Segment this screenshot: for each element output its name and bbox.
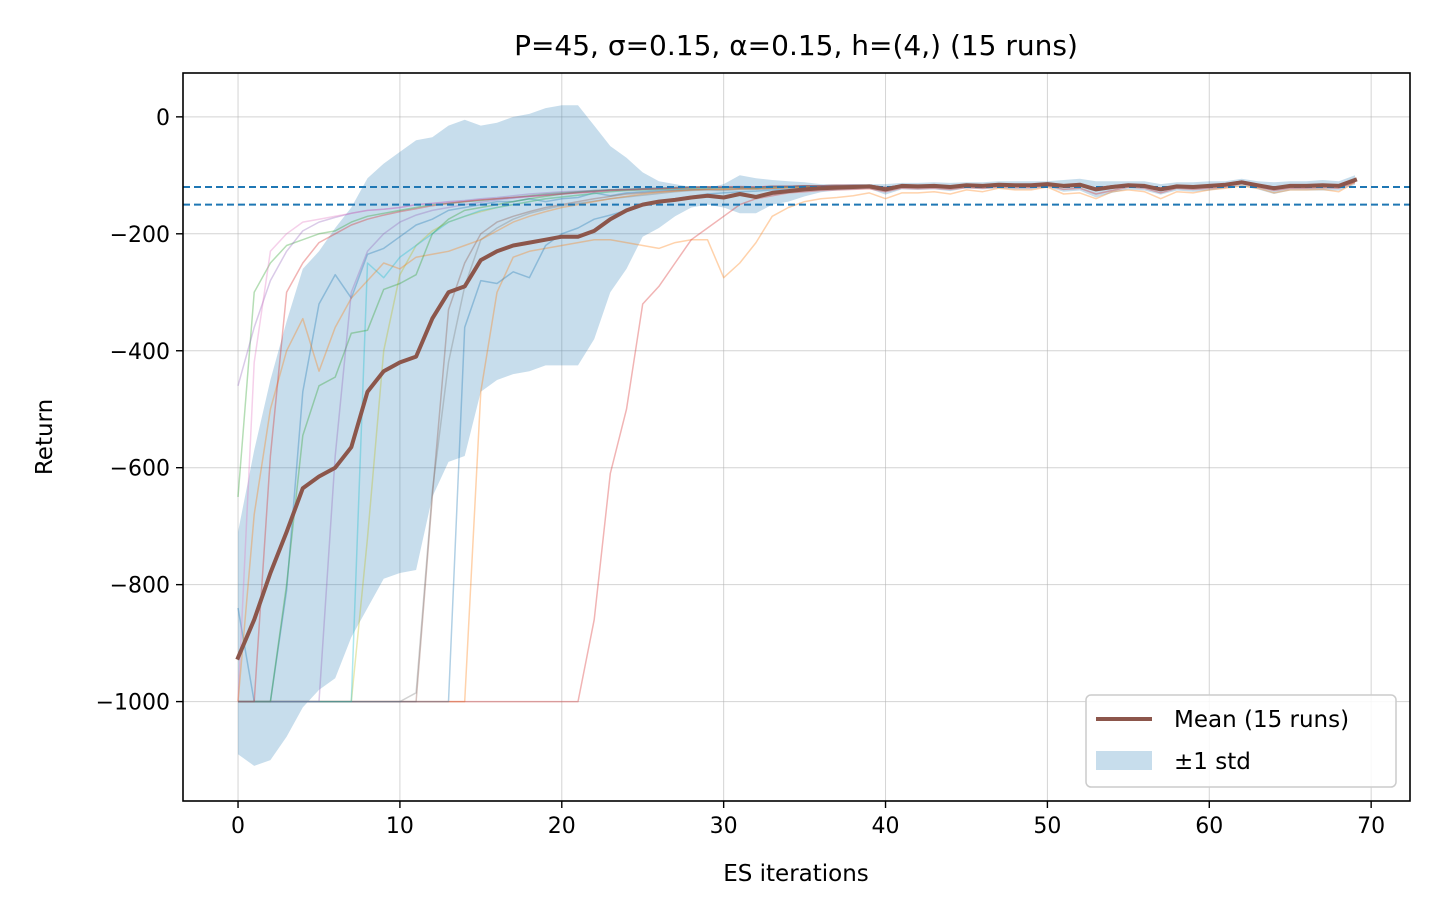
- legend: Mean (15 runs) ±1 std: [1085, 694, 1397, 788]
- y-tick-label: 0: [156, 106, 170, 131]
- legend-band-label: ±1 std: [1174, 749, 1251, 775]
- run-line: [238, 181, 1356, 703]
- y-tick-label: −400: [110, 340, 170, 365]
- grid: [183, 73, 1410, 801]
- std-band-layer: [238, 105, 1355, 766]
- x-tick-label: 30: [710, 814, 738, 839]
- legend-band-swatch: [1096, 751, 1152, 770]
- y-axis-title: Return: [32, 399, 58, 475]
- chart-title: P=45, σ=0.15, α=0.15, h=(4,) (15 runs): [514, 29, 1078, 62]
- x-axis-title: ES iterations: [723, 861, 869, 887]
- x-tick-label: 40: [872, 814, 900, 839]
- legend-mean-label: Mean (15 runs): [1174, 707, 1349, 733]
- axes: [182, 72, 1411, 802]
- mean-line: [235, 177, 1358, 661]
- y-tick-label: −200: [110, 223, 170, 248]
- x-tick-label: 20: [548, 814, 576, 839]
- y-ticks: 0 −200 −400 −600 −800 −1000: [96, 106, 183, 716]
- y-tick-label: −1000: [96, 691, 170, 716]
- x-tick-label: 50: [1033, 814, 1061, 839]
- x-tick-label: 0: [231, 814, 245, 839]
- y-tick-label: −600: [110, 457, 170, 482]
- mean-layer: [235, 177, 1358, 661]
- reference-lines: [183, 186, 1410, 206]
- x-tick-label: 10: [386, 814, 414, 839]
- y-tick-label: −800: [110, 574, 170, 599]
- x-ticks: 0 10 20 30 40 50 60 70: [231, 801, 1385, 839]
- x-tick-label: 60: [1195, 814, 1223, 839]
- legend-frame: [1085, 694, 1397, 788]
- run-line: [238, 181, 1356, 703]
- plot-frame: [182, 72, 1411, 802]
- x-tick-label: 70: [1357, 814, 1385, 839]
- std-band: [238, 105, 1355, 766]
